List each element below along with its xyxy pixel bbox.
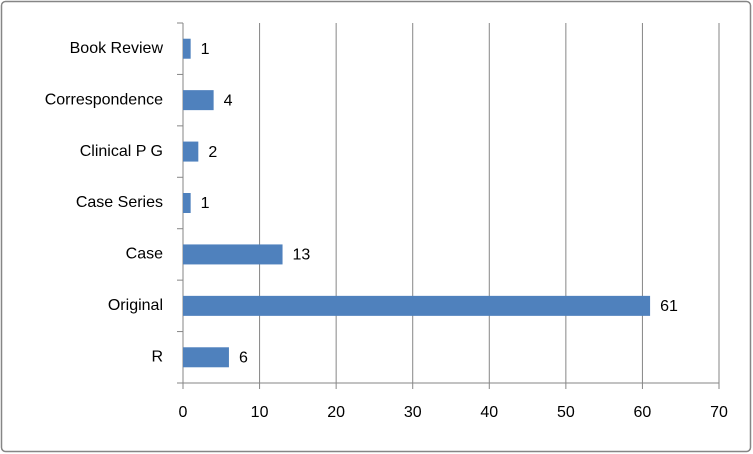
y-tick-label: Correspondence <box>45 91 163 108</box>
x-tick-label: 20 <box>327 404 345 421</box>
y-tick-label: Case Series <box>76 194 163 211</box>
x-tick-label: 50 <box>557 404 575 421</box>
y-tick-label: Case <box>126 246 163 263</box>
bar <box>183 38 191 59</box>
y-tick-label: R <box>151 349 163 366</box>
x-tick-label: 70 <box>710 404 728 421</box>
x-tick-label: 40 <box>480 404 498 421</box>
data-label: 13 <box>293 247 311 264</box>
data-label: 1 <box>201 195 210 212</box>
bar <box>183 295 651 316</box>
x-tick-label: 30 <box>404 404 422 421</box>
x-tick-label: 60 <box>634 404 652 421</box>
bar <box>183 347 229 368</box>
y-tick-label: Book Review <box>70 40 164 57</box>
x-tick-label: 0 <box>179 404 188 421</box>
bar <box>183 90 214 111</box>
data-label: 6 <box>239 350 248 367</box>
data-label: 61 <box>660 298 678 315</box>
x-tick-label: 10 <box>251 404 269 421</box>
y-tick-label: Clinical P G <box>80 143 163 160</box>
data-label: 2 <box>208 144 217 161</box>
y-tick-label: Original <box>108 297 163 314</box>
bar <box>183 244 283 265</box>
data-label: 4 <box>224 92 233 109</box>
bar <box>183 193 191 213</box>
bar <box>183 141 199 162</box>
data-label: 1 <box>201 41 210 58</box>
